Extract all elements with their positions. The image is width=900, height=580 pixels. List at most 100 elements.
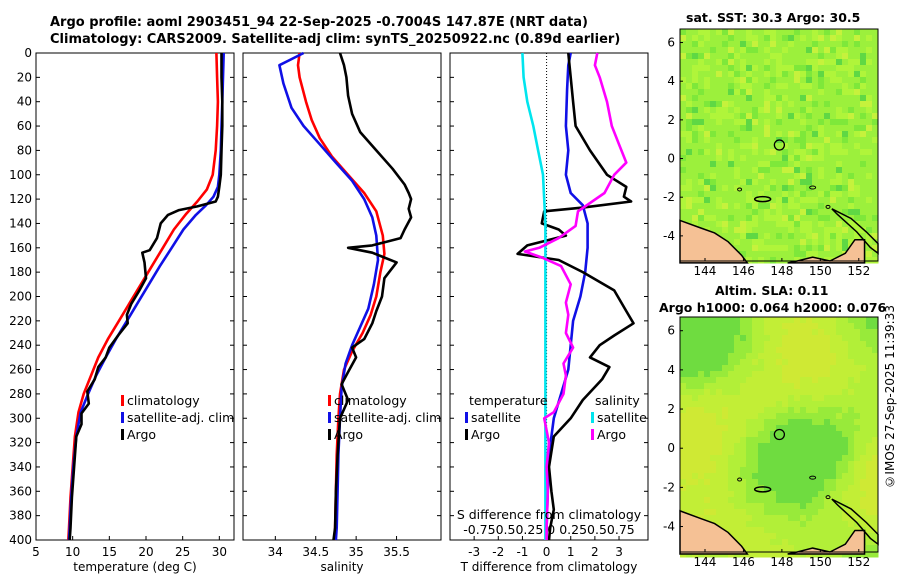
sst-grid-cell — [794, 137, 801, 144]
sst-grid-cell — [824, 197, 831, 204]
map-x-tick-label: 144 — [694, 264, 717, 278]
sla-grid-cell — [728, 407, 735, 414]
sst-grid-cell — [788, 197, 795, 204]
sst-grid-cell — [698, 47, 705, 54]
sst-grid-cell — [782, 137, 789, 144]
sst-grid-cell — [818, 137, 825, 144]
sla-grid-cell — [716, 419, 723, 426]
y-tick-label: 0 — [24, 46, 32, 60]
sst-grid-cell — [830, 71, 837, 78]
sla-grid-cell — [710, 419, 717, 426]
sst-grid-cell — [836, 29, 843, 36]
sst-grid-cell — [680, 35, 687, 42]
sla-grid-cell — [740, 329, 747, 336]
sst-grid-cell — [734, 113, 741, 120]
sst-grid-cell — [860, 95, 867, 102]
x-tick-label: 0 — [543, 545, 551, 559]
sla-grid-cell — [854, 317, 861, 324]
sla-grid-cell — [728, 401, 735, 408]
sla-grid-cell — [866, 407, 873, 414]
sla-grid-cell — [806, 419, 813, 426]
sst-grid-cell — [752, 185, 759, 192]
sla-grid-cell — [692, 467, 699, 474]
sst-grid-cell — [842, 125, 849, 132]
sla-grid-cell — [842, 329, 849, 336]
sla-grid-cell — [752, 539, 759, 546]
sst-grid-cell — [758, 191, 765, 198]
sst-grid-cell — [830, 221, 837, 228]
sst-grid-cell — [854, 149, 861, 156]
sla-grid-cell — [722, 497, 729, 504]
sst-grid-cell — [806, 245, 813, 252]
sla-grid-cell — [686, 485, 693, 492]
sst-grid-cell — [734, 161, 741, 168]
sla-grid-cell — [740, 533, 747, 540]
sst-grid-cell — [758, 203, 765, 210]
sla-grid-cell — [836, 395, 843, 402]
sla-grid-cell — [866, 437, 873, 444]
sla-grid-cell — [716, 413, 723, 420]
sla-grid-cell — [740, 413, 747, 420]
sst-grid-cell — [794, 173, 801, 180]
sst-grid-cell — [764, 107, 771, 114]
sst-grid-cell — [734, 239, 741, 246]
sst-grid-cell — [794, 143, 801, 150]
sla-grid-cell — [782, 467, 789, 474]
figure-title-line1: Argo profile: aoml 2903451_94 22-Sep-202… — [50, 15, 588, 30]
sla-grid-cell — [680, 473, 687, 480]
sst-grid-cell — [800, 41, 807, 48]
sst-grid-cell — [764, 89, 771, 96]
sla-grid-cell — [734, 419, 741, 426]
sla-grid-cell — [734, 533, 741, 540]
sst-grid-cell — [788, 47, 795, 54]
sst-grid-cell — [818, 71, 825, 78]
sla-grid-cell — [704, 515, 711, 522]
sla-grid-cell — [872, 521, 879, 528]
sst-grid-cell — [824, 47, 831, 54]
sst-grid-cell — [800, 77, 807, 84]
sla-grid-cell — [782, 317, 789, 324]
sst-grid-cell — [800, 131, 807, 138]
sst-grid-cell — [776, 29, 783, 36]
sst-grid-cell — [818, 209, 825, 216]
sla-grid-cell — [848, 347, 855, 354]
sla-grid-cell — [692, 395, 699, 402]
sst-grid-cell — [812, 197, 819, 204]
sst-grid-cell — [842, 53, 849, 60]
sst-grid-cell — [722, 53, 729, 60]
sst-grid-cell — [680, 137, 687, 144]
sst-grid-cell — [740, 191, 747, 198]
sst-grid-cell — [770, 95, 777, 102]
sst-grid-cell — [764, 95, 771, 102]
sla-grid-cell — [836, 497, 843, 504]
sst-grid-cell — [686, 119, 693, 126]
sla-grid-cell — [740, 539, 747, 546]
sla-grid-cell — [836, 341, 843, 348]
sst-grid-cell — [806, 173, 813, 180]
sst-grid-cell — [746, 209, 753, 216]
sst-grid-cell — [758, 257, 765, 264]
sst-grid-cell — [818, 191, 825, 198]
sst-grid-cell — [752, 149, 759, 156]
sla-grid-cell — [752, 491, 759, 498]
map-y-tick-label: 0 — [667, 152, 675, 166]
sla-grid-cell — [824, 335, 831, 342]
sst-grid-cell — [728, 53, 735, 60]
sla-grid-cell — [752, 515, 759, 522]
sla-grid-cell — [866, 401, 873, 408]
sst-grid-cell — [806, 161, 813, 168]
sst-grid-cell — [758, 185, 765, 192]
sst-grid-cell — [770, 197, 777, 204]
sla-grid-cell — [692, 323, 699, 330]
sla-grid-cell — [770, 473, 777, 480]
sla-grid-cell — [812, 491, 819, 498]
sla-grid-cell — [776, 383, 783, 390]
sst-grid-cell — [848, 65, 855, 72]
sla-grid-cell — [848, 521, 855, 528]
sst-grid-cell — [872, 245, 879, 252]
sst-grid-cell — [692, 89, 699, 96]
sla-grid-cell — [764, 521, 771, 528]
sst-grid-cell — [848, 71, 855, 78]
sla-grid-cell — [728, 359, 735, 366]
y-tick-label: 380 — [9, 509, 32, 523]
